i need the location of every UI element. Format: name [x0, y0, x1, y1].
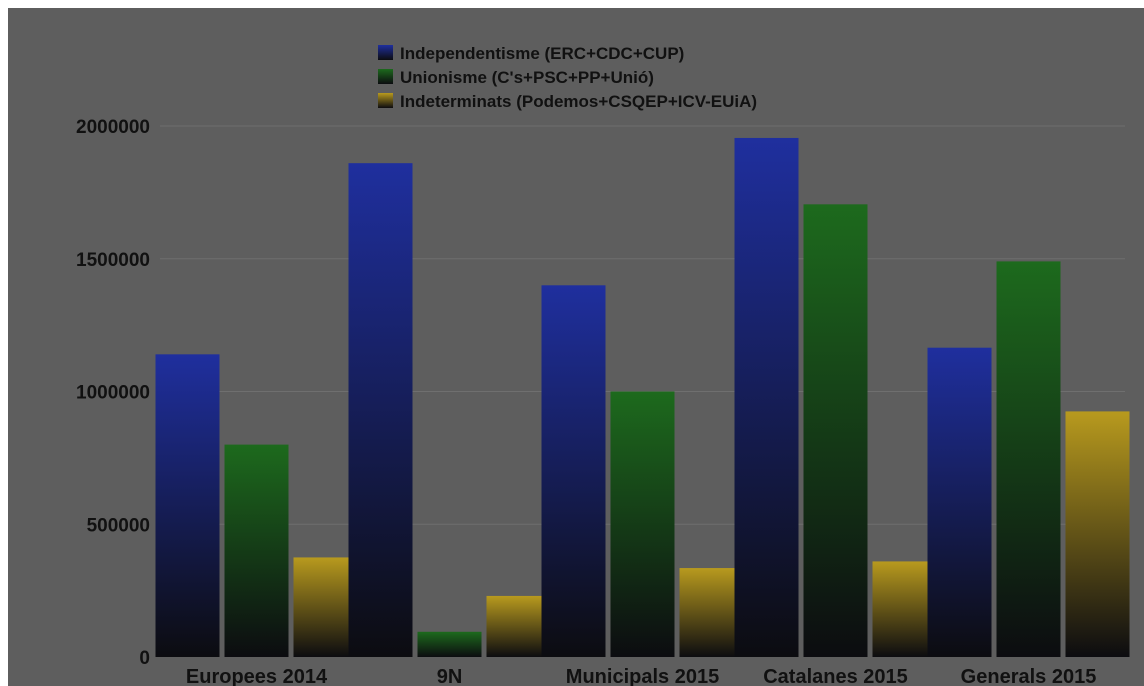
bar-1-3 [541, 285, 606, 657]
legend-label: Indeterminats (Podemos+CSQEP+ICV-EUiA) [400, 92, 757, 111]
bar-3-4 [872, 561, 937, 657]
y-tick-label: 500000 [87, 515, 150, 536]
bars [155, 137, 1130, 658]
legend-swatch [378, 93, 393, 108]
bar-2-3 [610, 391, 675, 657]
legend-label: Independentisme (ERC+CDC+CUP) [400, 44, 684, 63]
bar-1-4 [734, 137, 799, 657]
bar-3-5 [1065, 411, 1130, 657]
bar-2-2 [417, 631, 482, 657]
bar-1-5 [927, 347, 992, 657]
bar-1-1 [155, 354, 220, 657]
legend-label: Unionisme (C's+PSC+PP+Unió) [400, 68, 654, 87]
x-category-label: 9N [437, 666, 463, 686]
bar-3-3 [679, 568, 744, 657]
bar-2-4 [803, 204, 868, 657]
legend-swatch [378, 45, 393, 60]
bar-2-1 [224, 444, 289, 657]
x-category-label: Municipals 2015 [566, 666, 719, 686]
bar-3-1 [293, 557, 358, 657]
y-tick-label: 1500000 [76, 250, 150, 271]
y-axis-ticks: 0 500000 1000000 1500000 2000000 [76, 117, 150, 669]
y-tick-label: 2000000 [76, 117, 150, 138]
legend-swatch [378, 69, 393, 84]
legend: Independentisme (ERC+CDC+CUP) Unionisme (… [378, 44, 757, 111]
bar-2-5 [996, 261, 1061, 657]
x-category-label: Catalanes 2015 [763, 666, 908, 686]
x-category-label: Generals 2015 [961, 666, 1097, 686]
bar-1-2 [348, 163, 413, 658]
x-axis-labels: Europees 2014 9N Municipals 2015 Catalanes … [186, 666, 1096, 686]
y-tick-label: 0 [139, 648, 150, 669]
x-category-label: Europees 2014 [186, 666, 328, 686]
bar-3-2 [486, 595, 551, 657]
y-tick-label: 1000000 [76, 383, 150, 404]
